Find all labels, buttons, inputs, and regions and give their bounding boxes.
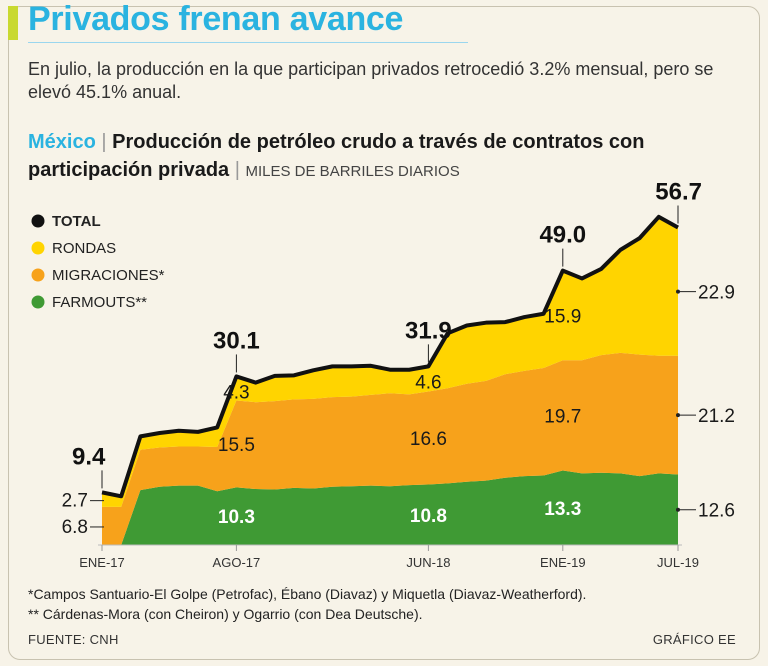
deck-text: En julio, la producción en la que partic… [28,59,714,102]
x-tick-label: ENE-17 [79,555,125,570]
farmouts-area [102,470,678,545]
headline-accent-bar [8,6,18,40]
end-value-label-farmouts: 12.6 [698,501,735,522]
chart-unit: MILES DE BARRILES DIARIOS [245,163,460,180]
segment-value-label-farmouts: 13.3 [544,499,581,520]
legend-label-farmouts: FARMOUTS** [52,294,147,311]
segment-value-label-migraciones: 6.8 [62,517,88,538]
total-value-label: 56.7 [655,178,702,205]
source-credit: FUENTE: CNH [28,632,119,647]
chart-title-text: Producción de petróleo crudo a través de… [28,131,645,181]
unit-separator: | [234,159,246,181]
segment-value-label-rondas: 15.9 [544,307,581,328]
segment-value-label-migraciones: 19.7 [544,406,581,427]
chart-title: México | Producción de petróleo crudo a … [28,128,748,186]
migraciones-area [102,352,678,545]
end-value-label-rondas: 22.9 [698,283,735,304]
total-value-label: 9.4 [72,443,106,470]
graphic-credit: GRÁFICO EE [652,632,736,647]
x-tick-label: JUL-19 [657,555,699,570]
segment-value-label-migraciones: 16.6 [410,429,447,450]
segment-value-label-migraciones: 15.5 [218,435,255,456]
x-tick-label: ENE-19 [540,555,586,570]
headline-rule [28,42,468,43]
end-label-dot [676,507,680,512]
legend-label-rondas: RONDAS [52,240,116,257]
x-tick-label: JUN-18 [406,555,450,570]
segment-value-label-rondas: 4.6 [415,372,441,393]
footnote-2: ** Cárdenas-Mora (con Cheiron) y Ogarrio… [28,606,423,622]
total-value-label: 30.1 [213,327,260,354]
segment-value-label-farmouts: 10.3 [218,507,255,528]
footnote-1: *Campos Santuario-El Golpe (Petrofac), É… [28,586,587,602]
end-label-dot [676,289,680,294]
end-label-dot [676,413,680,418]
graphic-frame [8,6,760,660]
legend-swatch-farmouts [31,295,45,309]
total-value-label: 31.9 [405,317,452,344]
end-value-label-migraciones: 21.2 [698,406,735,427]
chart-title-country: México [28,131,96,153]
x-tick-label: AGO-17 [213,555,261,570]
total-value-label: 49.0 [539,222,586,249]
legend-swatch-migraciones [31,268,45,282]
total-line [101,214,679,499]
legend-swatch-rondas [31,241,45,255]
legend-label-total: TOTAL [52,213,101,230]
segment-value-label-rondas: 4.3 [223,382,249,403]
title-separator: | [101,131,113,153]
legend-swatch-total [31,214,45,228]
headline: Privados frenan avance [28,0,404,38]
legend-label-migraciones: MIGRACIONES* [52,267,165,284]
segment-value-label-rondas: 2.7 [62,491,88,512]
segment-value-label-farmouts: 10.8 [410,506,447,527]
